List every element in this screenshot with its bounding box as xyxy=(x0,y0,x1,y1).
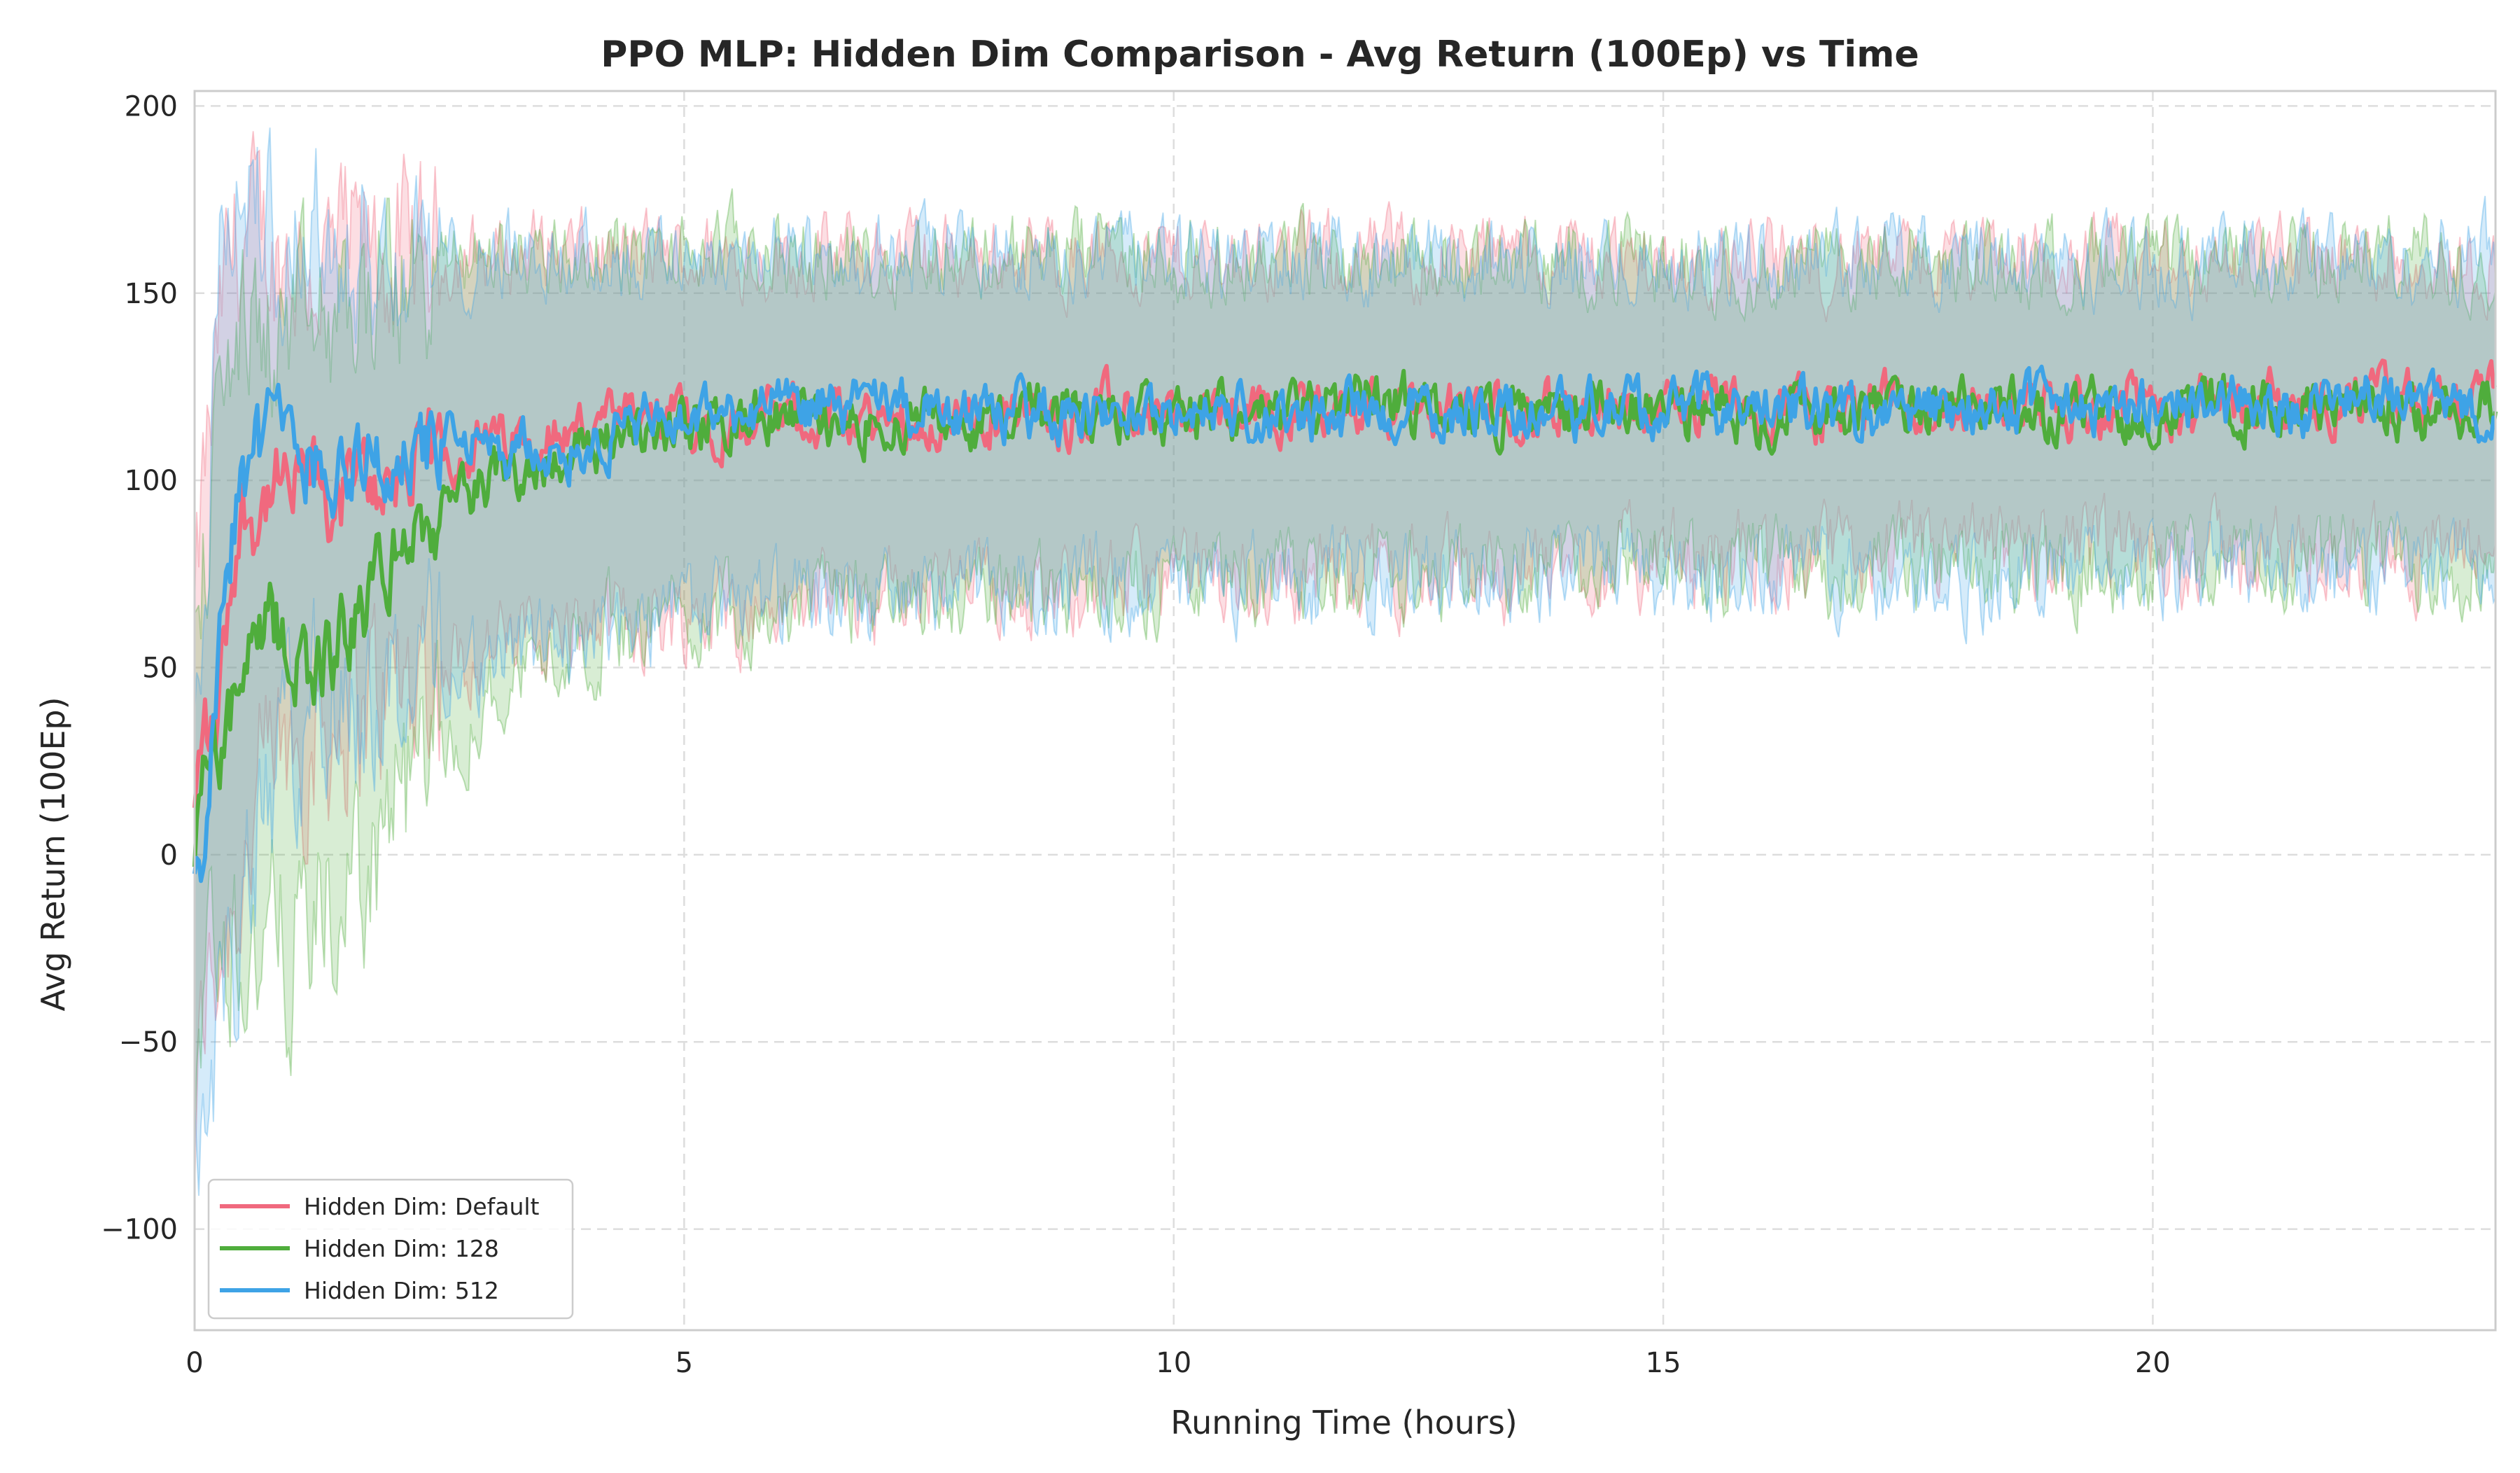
x-axis-label: Running Time (hours) xyxy=(1170,1404,1518,1441)
line-series-2 xyxy=(192,364,2497,884)
y-axis-label: Avg Return (100Ep) xyxy=(34,697,72,1011)
x-tick-label: 5 xyxy=(676,1347,693,1379)
y-tick-label: 0 xyxy=(160,839,178,872)
legend-label-0: Hidden Dim: Default xyxy=(304,1193,540,1220)
y-tick-label: −100 xyxy=(101,1214,178,1246)
legend-box xyxy=(207,1178,574,1320)
y-tick-label: 50 xyxy=(142,652,178,685)
series-lines xyxy=(192,358,2498,884)
x-tick-label: 0 xyxy=(186,1347,203,1379)
y-tick-label: 150 xyxy=(125,278,178,310)
y-tick-label: −50 xyxy=(119,1026,178,1059)
y-tick-label: 100 xyxy=(125,465,178,497)
chart-title: PPO MLP: Hidden Dim Comparison - Avg Ret… xyxy=(601,34,1919,76)
x-tick-label: 20 xyxy=(2135,1347,2171,1379)
grid xyxy=(193,91,2496,1330)
tick-labels: 0 5 10 15 20 −100 −50 0 50 100 150 200 xyxy=(101,90,2171,1379)
x-tick-label: 10 xyxy=(1156,1347,1191,1379)
y-tick-label: 200 xyxy=(125,90,178,123)
x-tick-label: 15 xyxy=(1646,1347,1681,1379)
legend: Hidden Dim: Default Hidden Dim: 128 Hidden… xyxy=(207,1178,574,1320)
legend-label-1: Hidden Dim: 128 xyxy=(304,1235,499,1262)
legend-label-2: Hidden Dim: 512 xyxy=(304,1277,499,1304)
plot-frame xyxy=(193,90,2497,1332)
